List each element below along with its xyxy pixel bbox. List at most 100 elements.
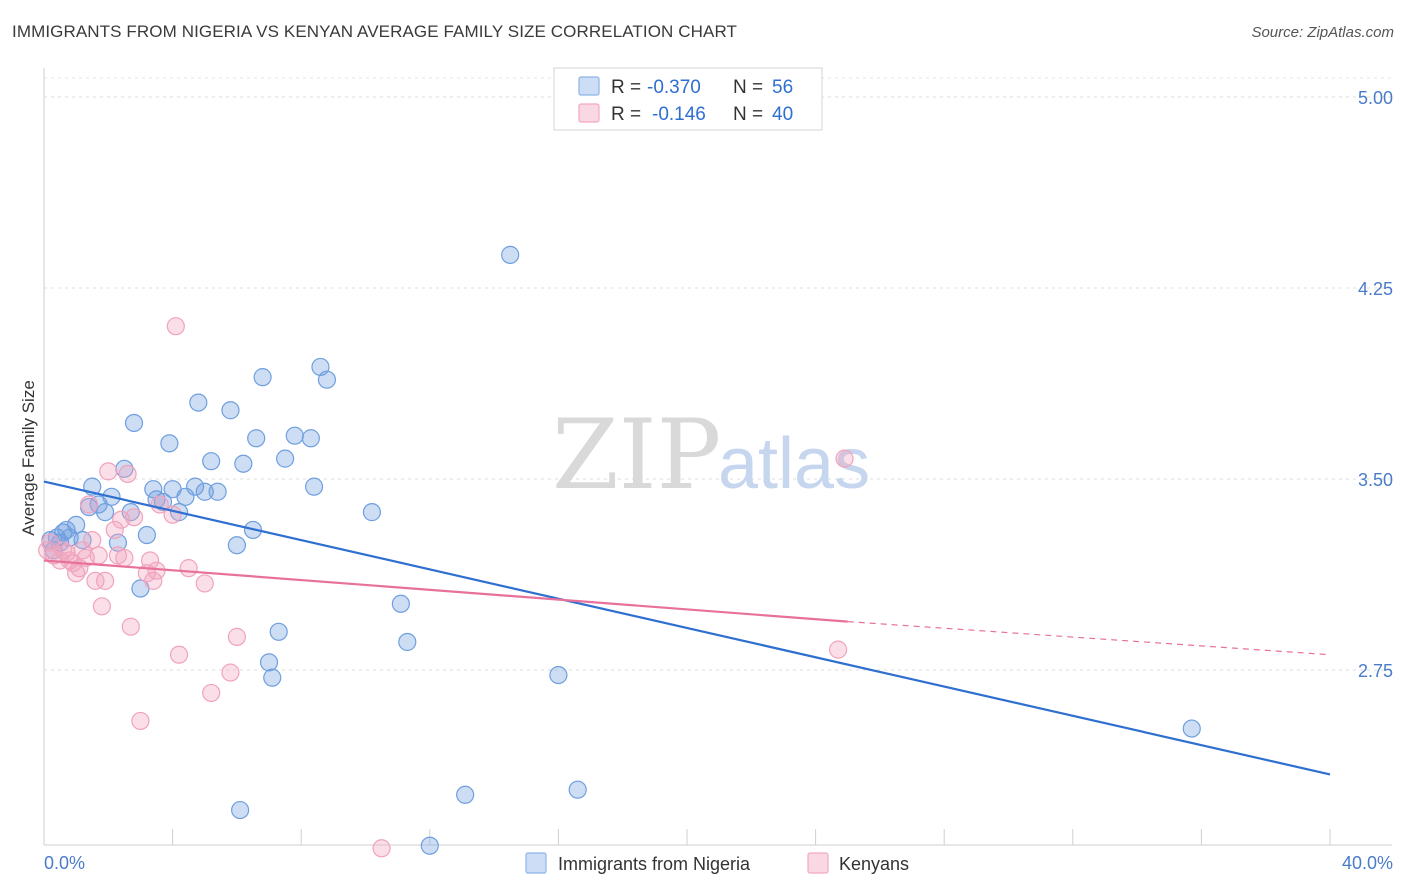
data-point bbox=[86, 571, 105, 590]
watermark: ZIP atlas bbox=[552, 399, 870, 511]
data-point bbox=[121, 503, 140, 522]
data-point bbox=[118, 464, 137, 484]
data-point bbox=[166, 317, 185, 336]
legend-r-label-nigeria: R = bbox=[611, 77, 641, 98]
data-point bbox=[195, 574, 214, 593]
data-point bbox=[501, 245, 520, 264]
data-point bbox=[221, 663, 240, 682]
trend-line-solid bbox=[43, 559, 848, 623]
data-point bbox=[301, 429, 320, 448]
watermark-zip: ZIP bbox=[552, 399, 721, 511]
data-point bbox=[99, 462, 118, 481]
data-point bbox=[124, 508, 144, 527]
data-point bbox=[269, 622, 288, 641]
data-point bbox=[92, 597, 111, 616]
data-point bbox=[54, 541, 73, 560]
y-axis-title: Average Family Size bbox=[19, 380, 38, 536]
data-point bbox=[144, 480, 163, 499]
data-point bbox=[285, 426, 304, 445]
data-point bbox=[420, 836, 439, 855]
data-point bbox=[195, 482, 214, 501]
correlation-legend: R = -0.370 N = 56 R = -0.146 N = 40 bbox=[553, 67, 823, 131]
legend-n-label-nigeria: N = bbox=[733, 77, 763, 98]
y-tick-label: 3.50 bbox=[1358, 470, 1393, 490]
data-point bbox=[253, 368, 272, 387]
legend-r-value-kenyans: -0.146 bbox=[652, 104, 706, 125]
data-point bbox=[208, 482, 227, 501]
axes bbox=[43, 68, 1392, 846]
data-point bbox=[202, 683, 221, 703]
data-point bbox=[263, 668, 282, 687]
legend-swatch-kenyans bbox=[578, 103, 600, 123]
bottom-legend-label-kenyans: Kenyans bbox=[839, 854, 909, 874]
data-point bbox=[829, 640, 848, 659]
data-point bbox=[221, 401, 240, 420]
series-points bbox=[38, 245, 1201, 858]
data-point bbox=[835, 449, 854, 468]
trend-line-dashed bbox=[847, 621, 1331, 656]
data-point bbox=[276, 449, 295, 468]
y-tick-labels: 2.75 3.50 4.25 5.00 bbox=[1358, 88, 1393, 681]
y-tick-label: 5.00 bbox=[1358, 88, 1393, 108]
data-point bbox=[179, 559, 198, 578]
data-point bbox=[144, 571, 163, 590]
data-point bbox=[95, 503, 115, 522]
data-point bbox=[189, 393, 208, 412]
grid-lines bbox=[44, 77, 1392, 671]
bottom-legend-swatch-kenyans bbox=[807, 852, 829, 874]
legend-r-label-kenyans: R = bbox=[611, 104, 641, 125]
data-point bbox=[115, 548, 134, 568]
legend-n-value-kenyans: 40 bbox=[772, 104, 793, 125]
data-point bbox=[131, 711, 150, 731]
data-point bbox=[137, 525, 156, 545]
x-tick-label-min: 0.0% bbox=[44, 853, 85, 873]
x-tick-labels: 0.0% 40.0% bbox=[44, 853, 1393, 873]
data-point bbox=[124, 413, 144, 433]
data-point bbox=[247, 429, 266, 448]
data-point bbox=[391, 594, 410, 613]
data-point bbox=[186, 477, 205, 496]
data-point bbox=[259, 653, 279, 672]
data-point bbox=[153, 492, 173, 512]
data-point bbox=[83, 531, 102, 550]
data-point bbox=[89, 546, 108, 565]
data-point bbox=[169, 645, 189, 664]
x-tick-label-max: 40.0% bbox=[1342, 853, 1393, 873]
data-point bbox=[398, 632, 417, 652]
series-legend: Immigrants from Nigeria Kenyans bbox=[525, 852, 909, 874]
watermark-atlas: atlas bbox=[718, 424, 870, 504]
legend-n-value-nigeria: 56 bbox=[772, 77, 793, 98]
trend-line-solid bbox=[43, 480, 1331, 776]
series-nigeria-points bbox=[41, 245, 1201, 855]
data-point bbox=[568, 780, 587, 799]
data-point bbox=[456, 785, 475, 804]
data-point bbox=[227, 536, 246, 555]
legend-r-value-nigeria: -0.370 bbox=[647, 77, 701, 98]
legend-swatch-nigeria bbox=[578, 76, 600, 96]
legend-n-label-kenyans: N = bbox=[733, 104, 763, 125]
data-point bbox=[67, 515, 86, 534]
data-point bbox=[362, 503, 382, 522]
series-kenyans-points bbox=[38, 317, 854, 858]
bottom-legend-label-nigeria: Immigrants from Nigeria bbox=[558, 854, 751, 874]
trend-lines bbox=[43, 480, 1331, 776]
data-point bbox=[317, 370, 337, 389]
data-point bbox=[231, 800, 250, 820]
data-point bbox=[73, 531, 92, 550]
source-credit: Source: ZipAtlas.com bbox=[1251, 24, 1394, 41]
data-point bbox=[121, 617, 140, 636]
data-point bbox=[79, 495, 99, 514]
data-point bbox=[160, 434, 179, 453]
data-point bbox=[105, 520, 124, 540]
bottom-legend-swatch-nigeria bbox=[525, 852, 547, 874]
data-point bbox=[304, 477, 324, 496]
data-point bbox=[234, 454, 253, 473]
data-point bbox=[67, 564, 86, 583]
data-point bbox=[549, 665, 568, 685]
data-point bbox=[202, 452, 221, 471]
y-tick-label: 2.75 bbox=[1358, 661, 1393, 681]
data-point bbox=[1182, 719, 1201, 738]
chart-title: IMMIGRANTS FROM NIGERIA VS KENYAN AVERAG… bbox=[12, 22, 738, 41]
data-point bbox=[95, 571, 115, 590]
